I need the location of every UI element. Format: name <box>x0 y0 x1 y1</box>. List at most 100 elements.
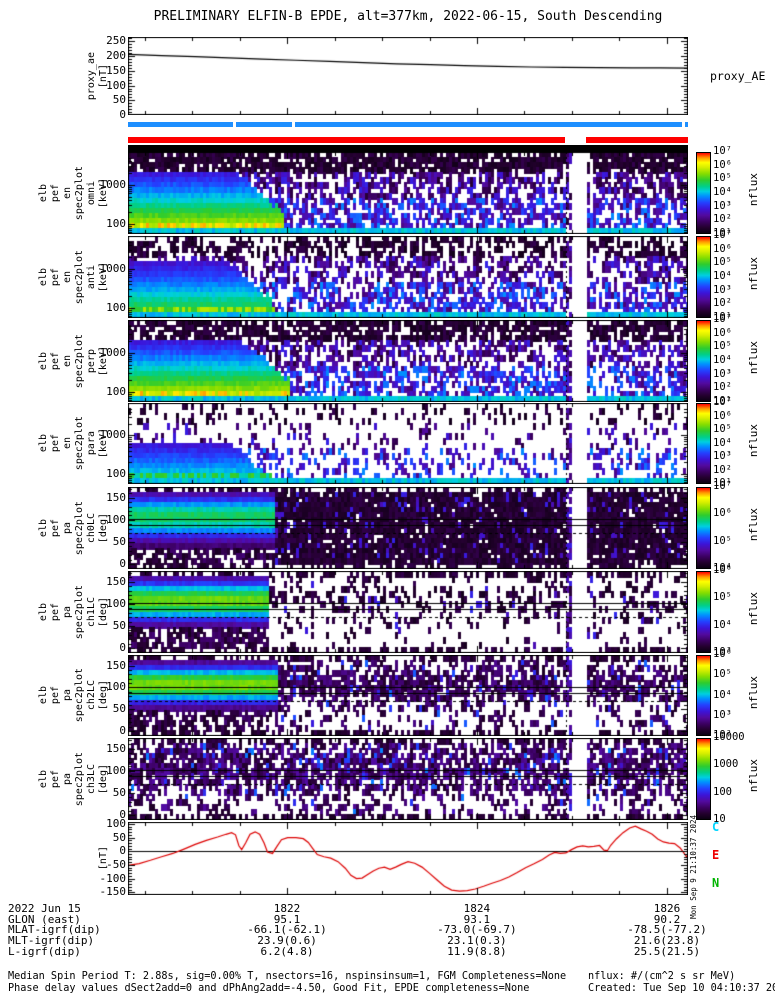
ylabel-word: spec2plot <box>74 416 85 471</box>
colorbar-tick-label: 10³ <box>713 199 732 212</box>
eph-row-label: MLT-igrf(dip) <box>8 934 95 948</box>
colorbar-en_anti <box>696 236 711 318</box>
ylabel-word: elb <box>38 183 49 203</box>
colorbar-tick-label: 10⁶ <box>713 158 732 171</box>
ylabel-word: pef <box>50 183 61 203</box>
bar-segment <box>128 145 688 152</box>
panel-proxy_ae-canvas <box>128 37 688 115</box>
ytick-label: 1000 <box>99 261 127 275</box>
colorbar-tick-label: 100 <box>713 785 732 798</box>
colorbar-tick-label: 10⁵ <box>713 534 732 547</box>
panel-en_para-canvas <box>128 403 688 484</box>
ytick-label: 50 <box>112 830 126 844</box>
ytick-label: 1000 <box>99 177 127 191</box>
ylabel-word: elb <box>38 351 49 371</box>
colorbar-tick-label: 10³ <box>713 283 732 296</box>
panel-en_anti-canvas <box>128 236 688 318</box>
panel-pa_ch1lc-canvas <box>128 571 688 653</box>
ytick-label: 150 <box>106 574 126 588</box>
ytick-label: 0 <box>119 808 126 822</box>
ylabel-word: elb <box>38 267 49 287</box>
bar-availability-blue <box>128 122 688 127</box>
ylabel-word: spec2plot <box>74 584 85 640</box>
colorbar-tick-label: 10² <box>713 463 732 476</box>
eph-value: -73.0(-69.7) <box>437 923 517 937</box>
proxy-ae-right-label: proxy_AE <box>710 69 766 83</box>
eph-value: 90.2 <box>653 912 681 926</box>
footer-phase-delay: Phase delay values dSect2add=0 and dPhAn… <box>8 983 530 994</box>
colorbar-tick-label: 10⁴ <box>713 688 732 701</box>
eph-value: 6.2(4.8) <box>260 944 314 958</box>
legend-e-label: E <box>712 848 720 862</box>
ytick-label: 100 <box>106 300 126 314</box>
colorbar-tick-label: 10² <box>713 729 732 741</box>
colorbar-tick-label: 10⁴ <box>713 186 732 198</box>
eph-row-label: L-igrf(dip) <box>8 944 81 958</box>
colorbar-tick-label: 10⁴ <box>713 562 732 574</box>
ylabel-word: en <box>62 186 73 200</box>
page-title: PRELIMINARY ELFIN-B EPDE, alt=377km, 202… <box>153 9 663 24</box>
ytick-label: 50 <box>112 93 126 107</box>
colorbar-pa_ch0lc <box>696 487 711 569</box>
ytick-label: 50 <box>112 785 126 799</box>
ytick-label: 0 <box>119 557 126 571</box>
colorbar-tick-label: 10 <box>713 813 726 825</box>
bar-segment <box>295 122 683 127</box>
eph-value: 23.9(0.6) <box>257 934 317 948</box>
colorbar-tick-label: 10⁷ <box>713 229 732 241</box>
colorbar-tick-label: 10¹ <box>713 395 732 407</box>
colorbar-tick-label: 10000 <box>713 731 745 743</box>
colorbar-tick-label: 10⁵ <box>713 423 732 435</box>
footer-spin-period: Median Spin Period T: 2.88s, sig=0.00% T… <box>8 971 567 982</box>
panel-pa_ch3lc-canvas <box>128 738 688 820</box>
ytick-label: -150 <box>99 885 127 899</box>
colorbar-title: nflux <box>747 173 760 207</box>
ytick-label: 0 <box>119 641 126 655</box>
eph-value: 21.6(23.8) <box>633 934 701 948</box>
ytick-label: 100 <box>106 216 126 230</box>
colorbar-title: nflux <box>747 341 760 375</box>
bar-segment <box>128 137 565 143</box>
colorbar-tick-label: 10⁴ <box>713 270 732 282</box>
ylabel-word: en <box>62 270 73 284</box>
bar-segment <box>684 122 688 127</box>
eph-value: 23.1(0.3) <box>447 934 507 948</box>
ytick-label: -50 <box>106 857 126 871</box>
legend-c-label: C <box>712 820 720 834</box>
colorbar-title: nflux <box>747 759 760 793</box>
colorbar-tick-label: 10⁵ <box>713 256 732 269</box>
ytick-label: 0 <box>119 108 126 121</box>
colorbar-tick-label: 1000 <box>713 758 739 771</box>
footer-created: Created: Tue Sep 10 04:10:37 2024 <box>588 983 775 994</box>
ytick-label: 100 <box>106 466 126 480</box>
colorbar-tick-label: 10¹ <box>713 477 732 489</box>
ytick-label: 250 <box>106 34 126 48</box>
colorbar-tick-label: 10⁷ <box>713 313 732 325</box>
colorbar-tick-label: 10⁷ <box>713 396 732 408</box>
ytick-label: 50 <box>112 534 126 548</box>
ylabel-word: pef <box>50 686 61 705</box>
colorbar-title: nflux <box>747 675 760 709</box>
eph-value: -78.5(-77.2) <box>627 923 707 937</box>
ylabel-word: pef <box>50 518 61 538</box>
bar-segment <box>585 137 688 143</box>
ylabel-word: spec2plot <box>74 165 85 221</box>
eph-value: 93.1 <box>463 912 491 926</box>
footer-nflux-units: nflux: #/(cm^2 s sr MeV) <box>588 971 736 982</box>
colorbar-tick-label: 10⁵ <box>713 172 732 185</box>
ylabel-word: spec2plot <box>74 751 85 807</box>
ylabel-word: pef <box>50 267 61 287</box>
eph-value: 95.1 <box>273 912 301 926</box>
colorbar-en_omni <box>696 152 711 234</box>
colorbar-en_para <box>696 403 711 484</box>
ylabel-word: pa <box>62 521 73 535</box>
colorbar-tick-label: 10² <box>713 297 732 310</box>
ylabel-word: en <box>62 437 73 450</box>
colorbar-en_perp <box>696 320 711 402</box>
ylabel-word: pef <box>50 434 61 453</box>
bar-availability-black <box>128 145 688 152</box>
ylabel-word: pa <box>62 605 73 619</box>
ylabel-word: elb <box>38 518 49 538</box>
colorbar-tick-label: 10¹ <box>713 227 732 239</box>
